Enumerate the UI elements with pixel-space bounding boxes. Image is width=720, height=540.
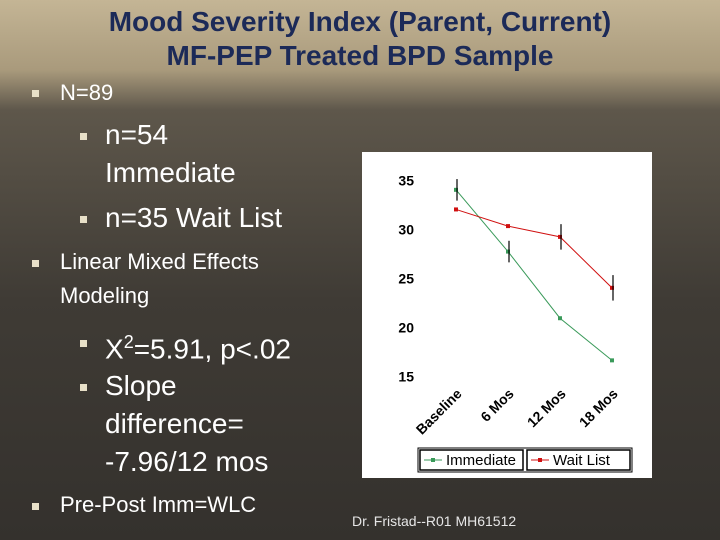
chi-symbol: X — [105, 333, 124, 365]
bullet: Linear Mixed Effects Modeling — [60, 249, 259, 308]
title-line: MF-PEP Treated BPD Sample — [166, 40, 554, 71]
footer: Dr. Fristad--R01 MH61512 — [352, 513, 517, 529]
point — [454, 207, 458, 212]
y-tick-label: 20 — [398, 320, 414, 336]
legend-box — [417, 447, 633, 473]
series-line — [455, 208, 613, 289]
point — [558, 316, 562, 321]
legend-marker — [431, 458, 435, 462]
bullet-icon — [80, 216, 87, 223]
point — [610, 285, 614, 290]
legend-marker — [538, 458, 542, 462]
y-tick-label: 25 — [398, 271, 414, 287]
point — [558, 234, 562, 239]
chi-rest: =5.91, p<.02 — [133, 333, 291, 365]
y-tick-label: 35 — [398, 173, 414, 189]
bullet: n=35 Wait List — [105, 202, 283, 233]
point — [506, 224, 510, 229]
bullet-icon — [80, 133, 87, 140]
point — [610, 358, 614, 363]
point — [506, 249, 510, 254]
bullet: X2=5.91, p<.02 — [105, 323, 291, 368]
series-line — [455, 189, 613, 361]
legend-entry-frame — [419, 449, 524, 471]
legend-label: Immediate — [446, 452, 516, 469]
point — [454, 187, 458, 192]
bullet-icon — [32, 90, 39, 97]
bullet-icon — [80, 384, 87, 391]
bullet-icon — [32, 503, 39, 510]
title-line: Mood Severity Index (Parent, Current) — [108, 6, 612, 37]
bullet: Pre-Post Imm=WLC — [60, 492, 257, 517]
y-tick-label: 15 — [398, 369, 414, 385]
chi-superscript: 2 — [123, 332, 134, 352]
chart-background — [362, 152, 652, 478]
legend-entry-frame — [526, 449, 631, 471]
bullet: Slope difference= -7.96/12 mos — [105, 370, 269, 477]
bullet-icon — [32, 260, 39, 267]
bullet-icon — [80, 340, 87, 347]
y-tick-label: 30 — [398, 222, 414, 238]
legend-label: Wait List — [553, 452, 611, 469]
bullet: N=89 — [60, 80, 114, 105]
bullet: n=54 Immediate — [105, 119, 236, 188]
